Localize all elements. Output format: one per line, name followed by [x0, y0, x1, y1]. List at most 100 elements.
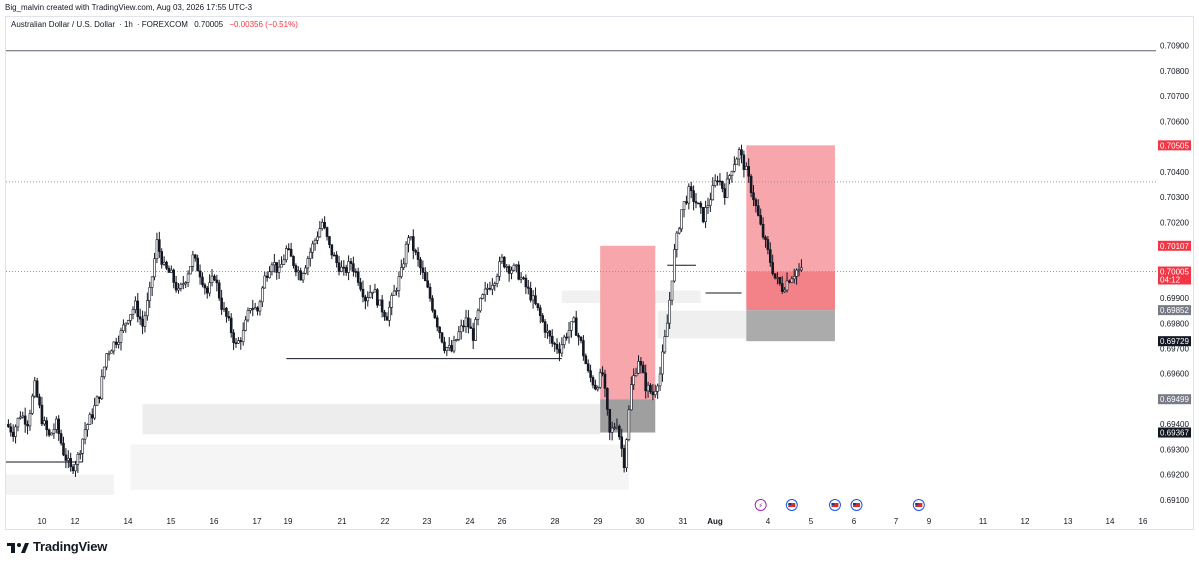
candle-body [311, 243, 314, 253]
candle-body [222, 307, 226, 310]
candle-body [268, 271, 271, 278]
candle-body [428, 286, 432, 299]
candle-body [462, 325, 465, 328]
candle-body [98, 396, 101, 399]
candle-body [596, 387, 600, 390]
candle-body [301, 273, 305, 281]
price-badge [1158, 336, 1191, 347]
candle-body [380, 299, 384, 313]
candle-body [215, 279, 219, 284]
candle-body [105, 353, 108, 368]
candle-body [225, 307, 228, 317]
candle-body [800, 267, 803, 271]
candle-body [670, 280, 674, 301]
candle-body [510, 269, 513, 274]
candle-body [170, 269, 173, 273]
symbol-interval[interactable]: 1h [123, 20, 133, 29]
candle-body [181, 283, 185, 286]
candle-body [534, 295, 537, 304]
us-flag-event-icon-1-canton [788, 503, 792, 505]
candle-body [33, 380, 37, 397]
candle-body [57, 418, 61, 434]
us-flag-event-icon-3-canton [915, 503, 919, 505]
candle-body [364, 296, 367, 302]
candle-body [100, 376, 104, 399]
candle-body [613, 427, 616, 429]
candle-body [335, 254, 338, 264]
candle-body [112, 341, 116, 352]
candle-body [591, 377, 595, 386]
tradingview-wordmark: TradingView [33, 539, 108, 554]
candle-body [455, 339, 458, 341]
candle-body [526, 286, 530, 289]
candle-body [435, 317, 439, 328]
entry-red-zone [746, 271, 835, 311]
candle-body [316, 236, 319, 241]
candle-body [332, 254, 336, 257]
candle-body [725, 178, 729, 198]
time-tick-label: 16 [1139, 517, 1148, 526]
time-tick-label: 14 [124, 517, 133, 526]
candle-body [244, 319, 247, 331]
price-tick-label: 0.70400 [1160, 168, 1189, 177]
candle-body [90, 414, 94, 419]
candle-body [414, 250, 417, 253]
candle-body [788, 280, 791, 283]
candle-body [486, 287, 489, 290]
candle-body [280, 264, 283, 268]
time-tick-label: 4 [766, 517, 771, 526]
candle-body [589, 370, 592, 378]
candle-body [512, 264, 516, 271]
candle-body [38, 396, 41, 406]
candle-body [594, 384, 597, 390]
candle-body [229, 317, 233, 333]
price-tick-label: 0.70600 [1160, 117, 1189, 126]
candle-body [239, 340, 243, 342]
candle-body [474, 319, 477, 341]
candle-body [376, 289, 379, 306]
candle-body [323, 222, 326, 228]
time-tick-label: 30 [636, 517, 645, 526]
candle-body [692, 190, 695, 202]
candle-body [411, 236, 415, 251]
candle-body [582, 340, 585, 357]
price-tick-label: 0.69300 [1160, 445, 1189, 454]
candle-body [661, 351, 664, 375]
price-badge-label: 0.70505 [1160, 141, 1189, 150]
lightning-event-icon[interactable] [754, 499, 767, 511]
price-tick-label: 0.69600 [1160, 370, 1189, 379]
candle-body [134, 300, 137, 310]
candle-body [711, 185, 715, 201]
candle-body [450, 345, 453, 352]
candle-body [7, 423, 10, 428]
time-tick-label: Aug [707, 517, 723, 526]
candle-body [217, 282, 221, 299]
candle-body [179, 283, 183, 289]
candle-body [23, 415, 27, 425]
symbol-name[interactable]: Australian Dollar / U.S. Dollar [11, 20, 116, 29]
price-tick-label: 0.70800 [1160, 67, 1189, 76]
time-tick-label: 19 [284, 517, 293, 526]
candle-body [579, 336, 583, 341]
candle-body [603, 373, 607, 389]
candle-body [481, 294, 485, 299]
candle-body [66, 458, 70, 461]
candle-body [325, 227, 329, 237]
candle-body [632, 375, 636, 386]
time-tick-label: 10 [38, 517, 47, 526]
candle-body [354, 271, 358, 273]
candle-body [261, 287, 264, 303]
candle-body [126, 320, 130, 324]
tradingview-branding[interactable]: TradingView [7, 539, 107, 554]
candle-body [771, 262, 774, 274]
candle-body [373, 289, 377, 293]
candle-body [349, 261, 353, 264]
candle-body [308, 251, 312, 259]
candle-body [146, 300, 149, 317]
candle-body [86, 424, 89, 431]
candle-body [237, 340, 240, 344]
price-badge [1158, 394, 1191, 405]
candle-body [150, 276, 154, 288]
candle-body [55, 418, 58, 430]
